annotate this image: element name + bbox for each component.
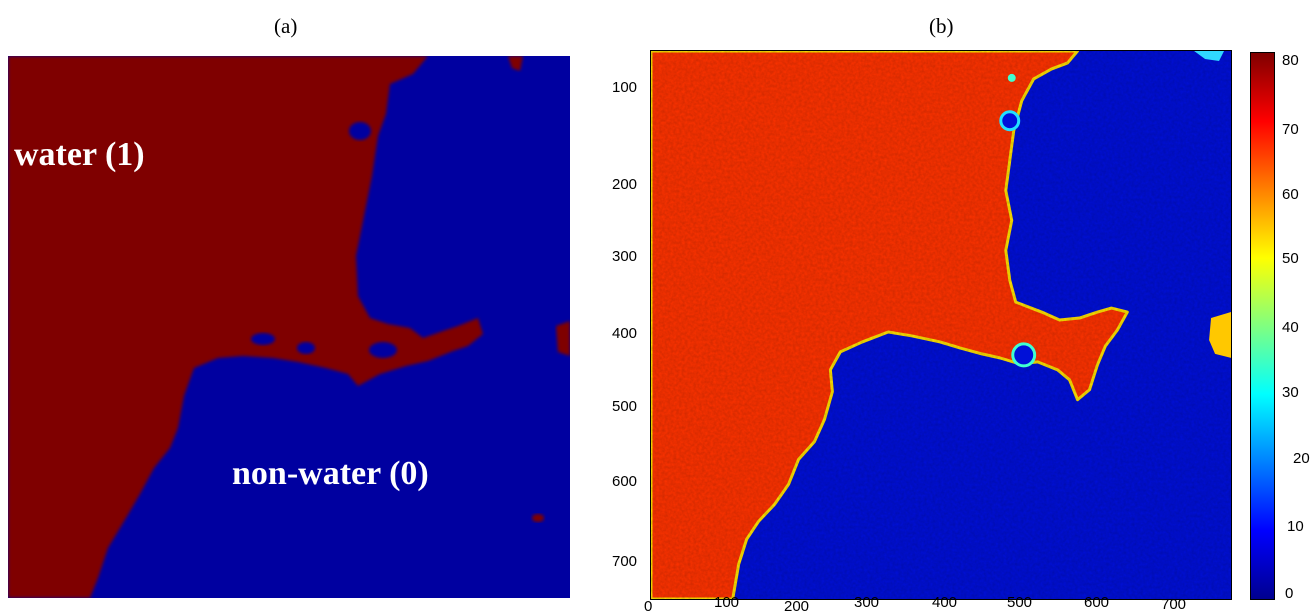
x-tick: 700 <box>1161 596 1187 613</box>
colorbar-tick: 30 <box>1282 384 1299 401</box>
x-tick: 0 <box>644 598 653 615</box>
colorbar-tick: 10 <box>1287 518 1304 535</box>
colorbar-tick: 80 <box>1282 52 1299 69</box>
panel-b-label: (b) <box>929 14 954 38</box>
y-tick: 600 <box>612 473 638 490</box>
x-tick: 100 <box>714 594 740 611</box>
water-label: water (1) <box>14 136 145 173</box>
y-tick: 700 <box>612 553 638 570</box>
colorbar-tick: 70 <box>1282 121 1299 138</box>
colorbar-tick: 40 <box>1282 319 1299 336</box>
y-tick: 500 <box>612 398 638 415</box>
x-tick: 400 <box>932 594 958 611</box>
x-tick: 500 <box>1007 594 1033 611</box>
x-tick: 300 <box>854 594 880 611</box>
x-tick: 200 <box>784 598 810 615</box>
lake-hole <box>999 110 1021 132</box>
y-tick: 300 <box>612 248 638 265</box>
binary-water-map <box>8 56 570 598</box>
y-tick: 200 <box>612 176 638 193</box>
water-region <box>8 56 483 598</box>
x-tick: 600 <box>1084 594 1110 611</box>
colorbar-tick: 60 <box>1282 186 1299 203</box>
colorbar <box>1250 52 1275 600</box>
colorbar-tick: 20 <box>1293 450 1310 467</box>
colorbar-tick: 0 <box>1285 585 1294 602</box>
colorbar-tick: 50 <box>1282 250 1299 267</box>
nonwater-label: non-water (0) <box>232 455 429 492</box>
y-tick: 100 <box>612 79 638 96</box>
panel-a-label: (a) <box>274 14 298 38</box>
y-tick: 400 <box>612 325 638 342</box>
backscatter-heatmap <box>650 50 1232 600</box>
